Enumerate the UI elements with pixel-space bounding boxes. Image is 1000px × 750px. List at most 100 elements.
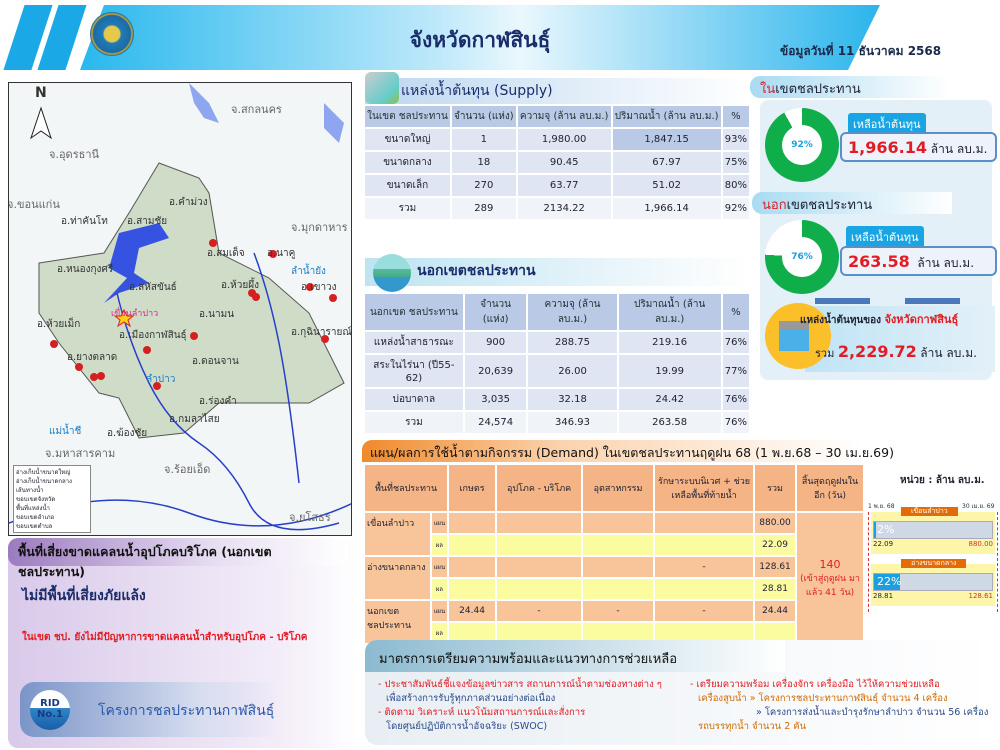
river-label: ลำปาว: [146, 374, 176, 385]
decor-bar: [815, 298, 870, 304]
total-label-text: แหล่งน้ำต้นทุนของ: [800, 315, 881, 326]
table-cell: 75%: [722, 152, 749, 173]
col-header: พื้นที่ชลประทาน: [365, 465, 448, 511]
row-type: แผน: [431, 601, 448, 621]
table-cell: [655, 535, 754, 555]
table-row: ขนาดกลาง 18 90.45 67.97 75%: [365, 152, 749, 173]
legend-item: พื้นที่แหล่งน้ำ: [16, 505, 50, 512]
province-label: จ.ร้อยเอ็ด: [164, 463, 211, 476]
table-cell: 24.44: [449, 601, 496, 621]
col-header: นอกเขต ชลประทาน: [365, 294, 463, 330]
outside-summary-title: นอกเขตชลประทาน: [752, 192, 952, 214]
row-type: ผล: [431, 535, 448, 555]
table-cell: 90.45: [517, 152, 611, 173]
days-cell: 140 (เข้าสู่ฤดูฝน มาแล้ว 41 วัน): [797, 513, 863, 643]
outside-table: นอกเขต ชลประทาน จำนวน (แห่ง) ความจุ (ล้าน …: [363, 292, 751, 435]
measures-right: - เตรียมความพร้อม เครื่องจักร เครื่องมือ…: [690, 678, 988, 734]
legend-item: ขอบเขตจังหวัด: [16, 496, 56, 503]
unit: ล้าน ลบ.ม.: [930, 142, 988, 156]
total-province: จังหวัดกาฬสินธุ์: [884, 313, 959, 326]
province-map: N จ.สกลนคร จ.อุดรธานี จ.ขอนแก่น จ.มุกดาห…: [8, 82, 352, 536]
table-cell: 1,966.14: [612, 198, 721, 219]
table-cell: 19.99: [618, 355, 721, 387]
progress-item: อ่างขนาดกลาง 22% 28.81 128.61: [871, 559, 995, 606]
table-cell: [449, 623, 496, 643]
map-legend: อ่างเก็บน้ำขนาดใหญ่ อ่างเก็บน้ำขนาดกลาง …: [13, 465, 91, 533]
district-label: อ.เมืองกาฬสินธุ์: [119, 330, 187, 341]
measure-item: - เตรียมความพร้อม เครื่องจักร เครื่องมือ…: [690, 679, 940, 690]
unit-label: หน่วย : ล้าน ลบ.ม.: [900, 475, 985, 486]
outside-donut-chart: 76%: [765, 220, 839, 294]
table-cell: 26.00: [528, 355, 617, 387]
table-cell: [449, 513, 496, 533]
col-header: %: [722, 106, 749, 127]
progress-pct: 22%: [877, 575, 902, 588]
area-cell: เขื่อนลำปาว: [365, 513, 430, 555]
district-label: อ.สมเด็จ: [207, 248, 245, 259]
table-cell: สระในไร่นา (ปี55-62): [365, 355, 463, 387]
table-cell: 28.81: [755, 579, 796, 599]
table-cell: -: [583, 601, 654, 621]
north-label: N: [35, 85, 47, 101]
table-row: เขื่อนลำปาว แผน 880.00 140 (เข้าสู่ฤดูฝน มาแ…: [365, 513, 863, 643]
table-row: ขนาดใหญ่ 1 1,980.00 1,847.15 93%: [365, 129, 749, 150]
district-label: อ.ร่องคำ: [199, 396, 237, 407]
measure-item: - ติดตาม วิเคราะห์ แนวโน้มสถานการณ์และสั…: [378, 707, 586, 718]
total-prefix: รวม: [815, 347, 835, 360]
province-label: จ.มหาสารคาม: [45, 447, 116, 460]
col-header: รวม: [755, 465, 796, 511]
table-row: นอกเขต ชลประทาน แผน 24.44- - -24.44: [365, 601, 863, 643]
legend-item: ขอบเขตตำบล: [16, 523, 53, 530]
measure-item: » โครงการส่งน้ำและบำรุงรักษาลำปาว จำนวน …: [756, 707, 989, 718]
used-value: 22.09: [873, 540, 894, 548]
row-type: ผล: [431, 579, 448, 599]
table-cell: [497, 513, 582, 533]
district-label: อ.หนองกุงศรี: [57, 264, 114, 275]
table-cell: [497, 579, 582, 599]
progress-pct: 2%: [877, 523, 895, 536]
table-cell: 1: [451, 129, 516, 150]
outside-title-bar: นอกเขตชลประทาน: [365, 254, 750, 292]
inside-value-box: 1,966.14 ล้าน ลบ.ม.: [840, 132, 997, 162]
outside-tag: เหลือน้ำต้นทุน: [846, 226, 924, 248]
unit: ล้าน ลบ.ม.: [920, 346, 977, 360]
col-header: อุตสาหกรรม: [583, 465, 654, 511]
table-cell: [655, 623, 754, 643]
table-cell: [583, 579, 654, 599]
inside-title-b: เขตชลประทาน: [775, 82, 861, 97]
col-header: ปริมาณน้ำ (ล้าน ลบ.ม.): [612, 106, 721, 127]
table-cell: -: [655, 557, 754, 577]
table-cell: 24,574: [464, 412, 527, 433]
province-label: จ.ยโสธร: [289, 511, 331, 524]
table-cell: 219.16: [618, 332, 721, 353]
table-cell: 77%: [722, 355, 749, 387]
col-header: รักษาระบบนิเวศ + ช่วยเหลือพื้นที่ท้ายน้ำ: [655, 465, 754, 511]
col-header: สิ้นสุดฤดูฝนในอีก (วัน): [797, 465, 863, 511]
yang-river: [253, 252, 300, 484]
river-label: แม่น้ำชี: [49, 426, 82, 437]
plan-value: 880.00: [968, 540, 994, 548]
progress-area: เขื่อนลำปาว 2% 22.09 880.00 อ่างขนาดกลาง 2…: [868, 507, 998, 612]
col-header: เกษตร: [449, 465, 496, 511]
table-cell: รวม: [365, 412, 463, 433]
district-label: อ.คำม่วง: [169, 197, 208, 208]
row-type: แผน: [431, 513, 448, 533]
table-cell: [655, 579, 754, 599]
table-cell: รวม: [365, 198, 450, 219]
table-cell: [497, 535, 582, 555]
table-cell: 1,847.15: [612, 129, 721, 150]
table-cell: 67.97: [612, 152, 721, 173]
north-arrow-icon: [30, 106, 52, 140]
table-cell: [449, 579, 496, 599]
header-banner: [80, 5, 880, 70]
dam-label: เขื่อนลำปาว: [111, 309, 159, 319]
col-header: ความจุ (ล้าน ลบ.ม.): [517, 106, 611, 127]
district-label: อ.ห้วยผึ้ง: [221, 280, 259, 291]
table-cell: [755, 623, 796, 643]
risk-headline: ไม่มีพื้นที่เสี่ยงภัยแล้ง: [22, 588, 146, 604]
table-row: ขนาดเล็ก 270 63.77 51.02 80%: [365, 175, 749, 196]
table-cell: 288.75: [528, 332, 617, 353]
province-boundary: [38, 162, 345, 439]
outside-value-box: 263.58 ล้าน ลบ.ม.: [840, 246, 997, 276]
risk-note: ในเขต ชป. ยังไม่มีปัญหาการขาดแคลนน้ำสำหร…: [22, 632, 308, 643]
